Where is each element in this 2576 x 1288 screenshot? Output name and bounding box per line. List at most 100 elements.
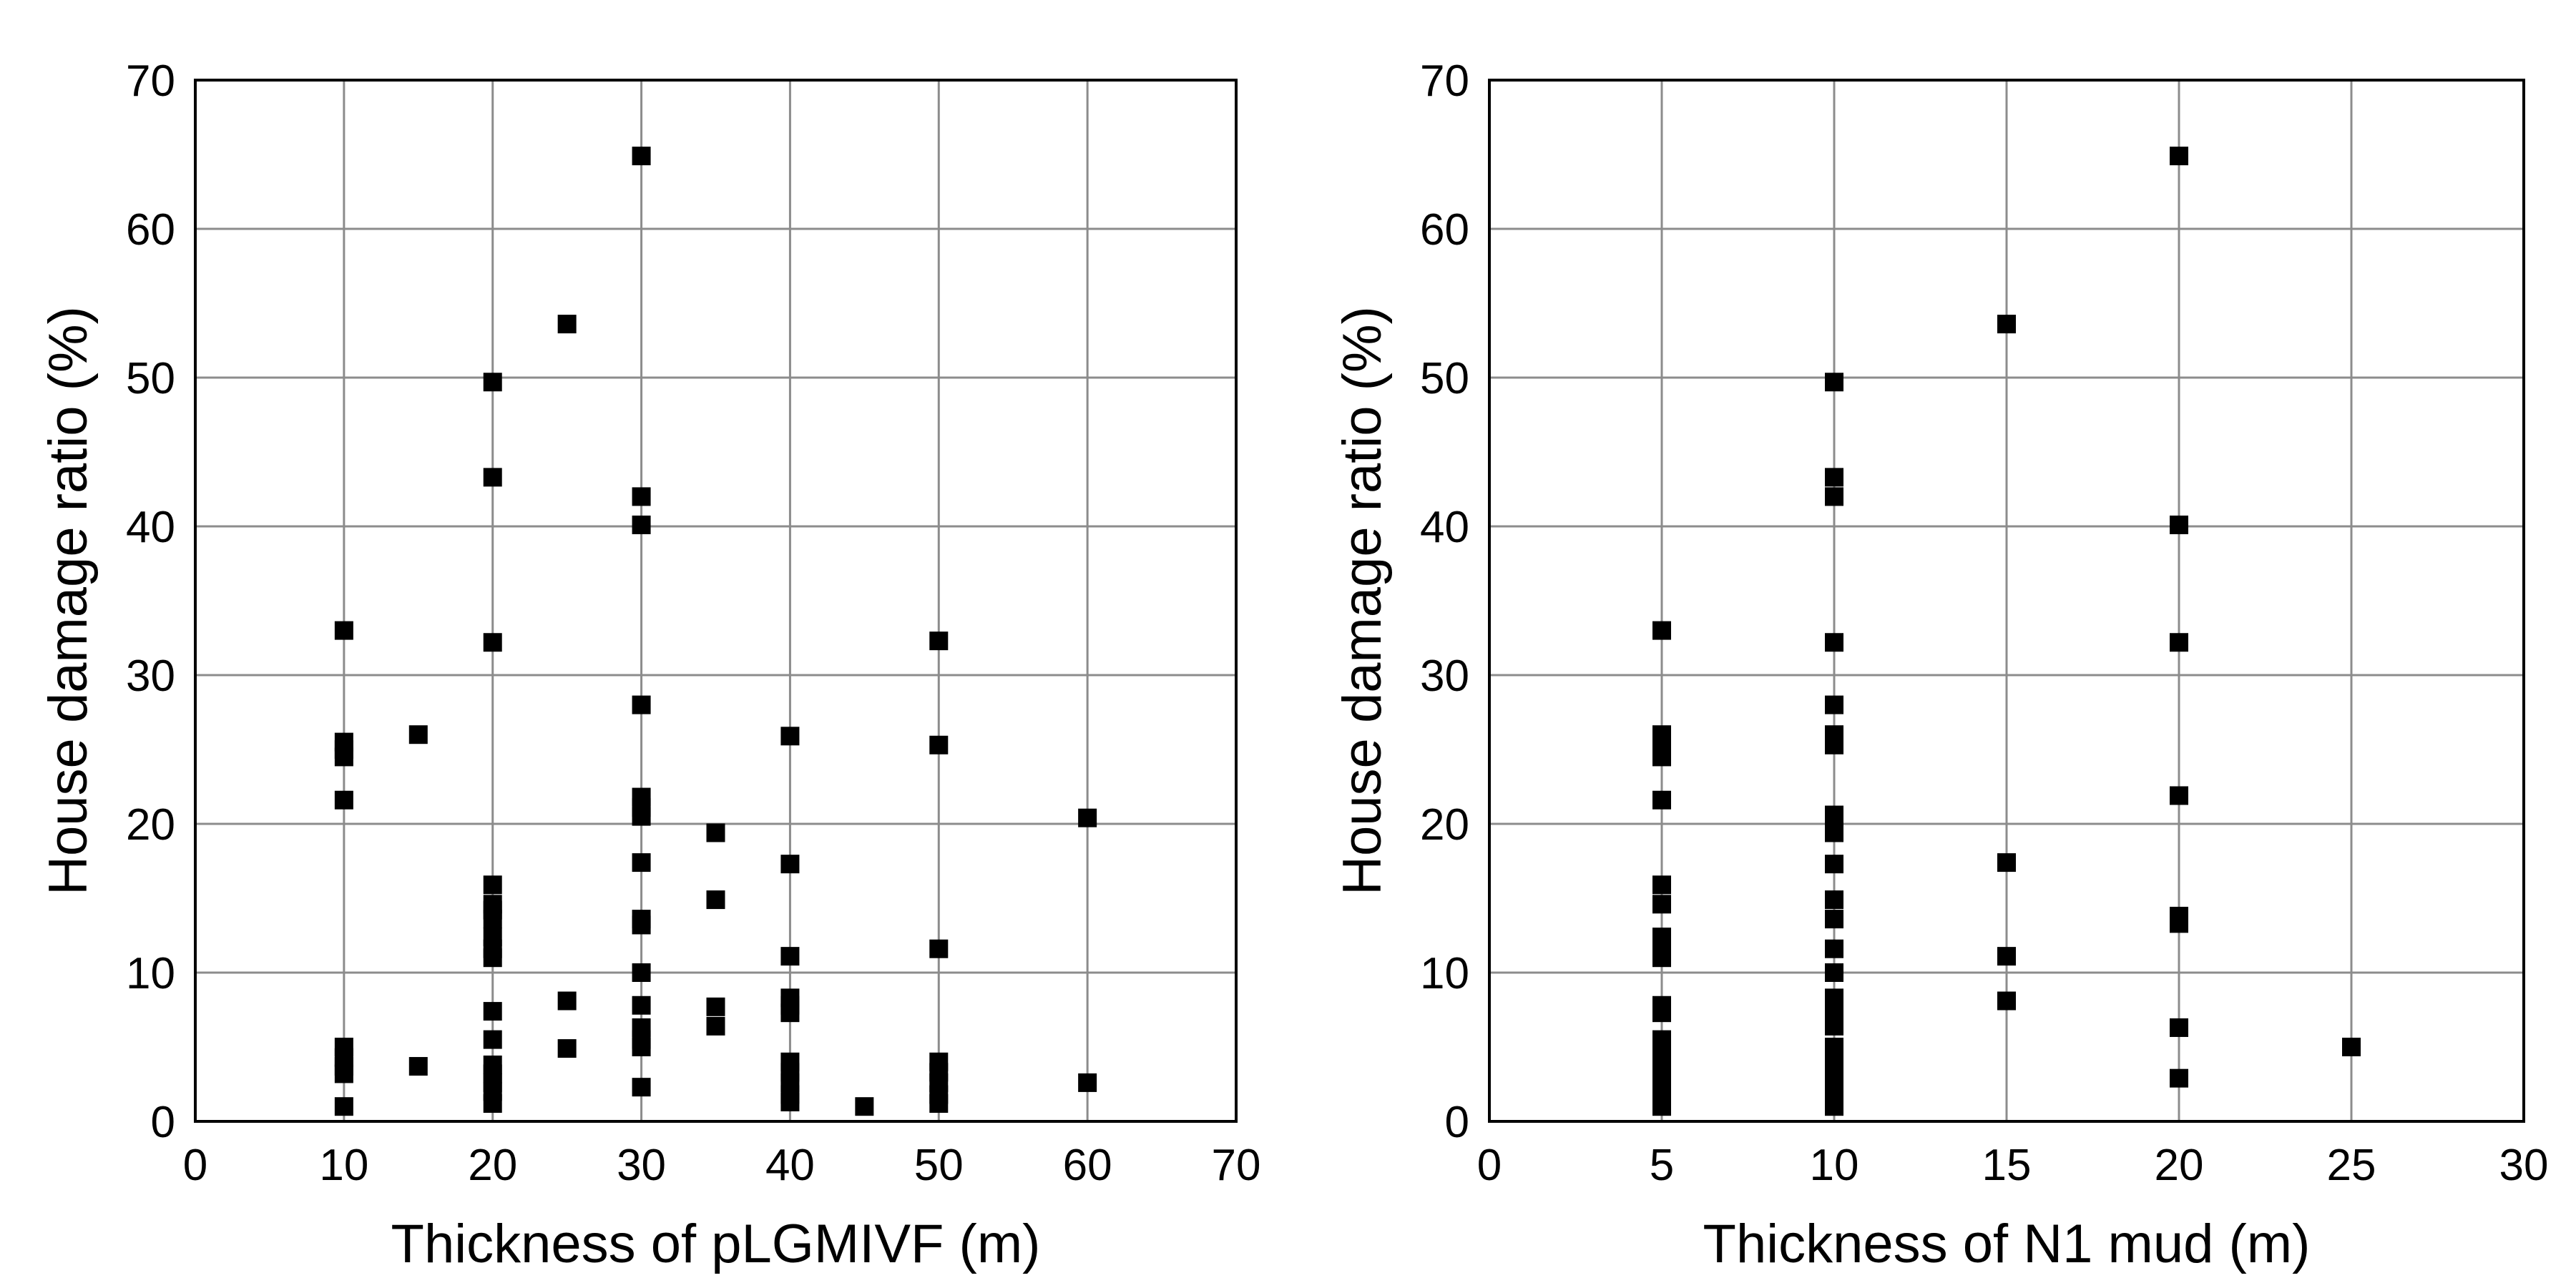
data-point: [557, 315, 577, 334]
x-tick-label: 50: [914, 1141, 964, 1190]
data-point: [483, 633, 502, 652]
x-tick-label: 0: [1477, 1141, 1502, 1190]
y-tick-label: 0: [151, 1098, 175, 1147]
data-point: [1652, 1097, 1671, 1116]
y-tick-label: 20: [1420, 800, 1469, 850]
x-tick-label: 20: [468, 1141, 517, 1190]
data-point: [334, 790, 353, 810]
data-point: [2170, 1068, 2188, 1088]
y-tick-label: 70: [1420, 56, 1469, 106]
x-axis-title: Thickness of N1 mud (m): [1703, 1214, 2311, 1274]
data-point: [2170, 786, 2188, 805]
data-point: [632, 915, 651, 935]
x-axis-title: Thickness of pLGMIVF (m): [391, 1214, 1041, 1274]
data-point: [334, 621, 353, 640]
data-point: [706, 997, 725, 1016]
data-point: [334, 1097, 353, 1116]
data-point: [483, 1002, 502, 1021]
data-point: [1652, 1003, 1671, 1023]
data-point: [1078, 1073, 1097, 1092]
x-tick-label: 70: [1212, 1141, 1261, 1190]
data-point: [1825, 910, 1843, 929]
data-point: [557, 991, 577, 1011]
data-point: [632, 515, 651, 534]
data-point: [1825, 1097, 1843, 1116]
data-point: [1652, 895, 1671, 914]
data-point: [557, 1039, 577, 1058]
x-tick-label: 0: [183, 1141, 207, 1190]
x-tick-label: 10: [319, 1141, 368, 1190]
data-point: [780, 947, 800, 966]
data-point: [929, 631, 949, 651]
data-point: [632, 695, 651, 714]
data-point: [1997, 315, 2016, 334]
right-scatter-chart: 0 5 10 15 20 25 30 0 10 20 30 40 50 60 70 Thickness of …: [1332, 56, 2548, 1274]
data-point: [780, 727, 800, 746]
y-axis-title: House damage ratio (%): [1332, 306, 1393, 895]
data-point: [632, 996, 651, 1015]
data-point: [1652, 621, 1671, 640]
y-tick-label: 40: [126, 503, 175, 552]
data-point: [1652, 875, 1671, 895]
data-point: [929, 939, 949, 958]
data-point: [408, 1057, 428, 1076]
data-point: [632, 487, 651, 506]
data-point: [706, 823, 725, 842]
data-point: [632, 853, 651, 872]
data-point: [1825, 1016, 1843, 1036]
y-tick-label: 30: [126, 652, 175, 701]
data-point: [2170, 1018, 2188, 1037]
plot-frame: [194, 79, 1238, 1123]
left-scatter-chart: 0 10 20 30 40 50 60 70 0 10 20 30 40 50 60 70 Thickness …: [38, 56, 1260, 1274]
data-point: [632, 1078, 651, 1097]
data-point: [1652, 948, 1671, 968]
data-point: [483, 875, 502, 895]
data-point: [855, 1097, 874, 1116]
data-point: [483, 910, 502, 929]
data-point: [483, 373, 502, 392]
data-point: [1997, 853, 2016, 872]
data-point: [483, 948, 502, 968]
data-point: [1825, 823, 1843, 842]
data-point: [632, 963, 651, 982]
data-point: [1825, 468, 1843, 487]
data-point: [929, 735, 949, 754]
x-tick-label: 30: [617, 1141, 666, 1190]
data-point: [483, 1094, 502, 1114]
y-tick-label: 50: [126, 354, 175, 403]
y-tick-label: 40: [1420, 503, 1469, 552]
data-point: [706, 1016, 725, 1036]
data-point: [632, 1038, 651, 1056]
y-tick-label: 20: [126, 800, 175, 850]
data-point: [1825, 855, 1843, 874]
data-point: [1825, 695, 1843, 714]
data-point: [483, 1030, 502, 1049]
y-tick-label: 60: [1420, 205, 1469, 255]
data-point: [632, 807, 651, 826]
x-tick-label: 10: [1810, 1141, 1859, 1190]
y-tick-label: 0: [1445, 1098, 1469, 1147]
data-point: [1825, 633, 1843, 652]
x-tick-label: 30: [2499, 1141, 2549, 1190]
data-point: [1825, 373, 1843, 392]
data-point: [706, 890, 725, 910]
data-point: [334, 747, 353, 767]
y-tick-label: 10: [1420, 949, 1469, 998]
y-tick-label: 50: [1420, 354, 1469, 403]
y-tick-label: 30: [1420, 652, 1469, 701]
x-tick-label: 20: [2155, 1141, 2204, 1190]
data-point: [483, 468, 502, 487]
x-tick-label: 15: [1982, 1141, 2032, 1190]
y-tick-label: 70: [126, 56, 175, 106]
data-point: [1997, 991, 2016, 1011]
data-point: [780, 855, 800, 874]
data-point: [1825, 963, 1843, 982]
data-point: [1078, 808, 1097, 827]
data-point: [2342, 1038, 2361, 1056]
data-point: [929, 1094, 949, 1114]
data-point: [1997, 947, 2016, 966]
x-tick-label: 25: [2327, 1141, 2376, 1190]
plot-frame: [1488, 79, 2525, 1123]
data-point: [1652, 790, 1671, 810]
